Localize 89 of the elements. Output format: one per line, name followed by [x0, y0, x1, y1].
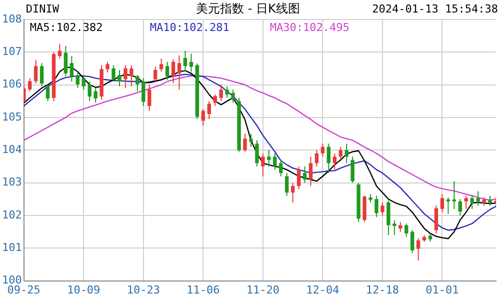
- candlestick: [488, 195, 492, 206]
- x-tick-label: 11-06: [186, 283, 220, 296]
- candlestick: [476, 190, 480, 206]
- candlestick: [219, 84, 223, 102]
- candlestick: [267, 150, 271, 167]
- candlestick: [350, 156, 354, 184]
- candlestick: [183, 50, 188, 72]
- candlestick: [464, 195, 468, 210]
- text: DINIW: [26, 2, 60, 16]
- candlestick: [46, 84, 50, 102]
- chart-title: 美元指数 - 日K线图: [196, 1, 300, 16]
- candlestick: [392, 220, 396, 236]
- candlestick: [159, 58, 164, 72]
- candlestick: [58, 43, 62, 60]
- candlestick: [261, 152, 265, 177]
- candlestick: [142, 78, 146, 106]
- candlestick: [201, 108, 206, 126]
- candlestick: [344, 143, 348, 164]
- candlestick: [213, 94, 217, 106]
- candlestick: [136, 74, 140, 92]
- candlestick: [314, 150, 319, 167]
- candlestick: [410, 230, 414, 254]
- candlestick: [70, 55, 74, 82]
- candlestick: [374, 195, 378, 218]
- candlestick: [452, 180, 456, 210]
- candlestick: [273, 152, 277, 170]
- candlestick: [440, 194, 444, 213]
- x-tick-label: 12-18: [366, 283, 400, 296]
- candlestick: [28, 78, 32, 92]
- text: 2024-01-13 15:54:38: [372, 2, 498, 16]
- candlestick: [284, 172, 289, 196]
- candlestick: [249, 133, 253, 148]
- candlestick: [231, 89, 235, 104]
- x-tick-label: 01-01: [426, 283, 459, 296]
- candlestick: [338, 146, 342, 160]
- candlestick: [130, 64, 134, 87]
- candlestick: [458, 198, 462, 216]
- candlestick: [362, 195, 366, 222]
- candlestick: [189, 53, 194, 72]
- text: MA10:102.281: [150, 20, 230, 34]
- text: MA5:102.382: [30, 20, 103, 34]
- x-tick-label: 10-23: [126, 283, 160, 296]
- candlestick: [386, 200, 390, 236]
- candlestick: [255, 140, 259, 167]
- candlestick: [308, 156, 313, 187]
- candlestick: [434, 205, 438, 234]
- candlestick: [177, 54, 182, 90]
- candlestick: [76, 71, 80, 89]
- y-tick-label: 105: [2, 110, 22, 124]
- candlestick: [207, 100, 211, 120]
- candlestick: [82, 74, 86, 90]
- candlestick: [106, 61, 110, 73]
- candlestick: [320, 143, 325, 158]
- candlestick: [34, 59, 38, 84]
- y-tick-label: 108: [2, 12, 22, 26]
- x-tick-label: 12-04: [306, 283, 340, 296]
- candlestick: [153, 66, 158, 82]
- candlestick: [290, 182, 295, 203]
- x-tick-label: 11-20: [246, 283, 280, 296]
- x-tick-label: 10-09: [67, 283, 100, 296]
- candlestick: [94, 88, 98, 104]
- candlestick: [446, 196, 450, 214]
- candlestick: [112, 64, 116, 82]
- y-tick-label: 106: [2, 78, 22, 91]
- candlestick: [225, 86, 229, 98]
- y-tick-label: 103: [2, 176, 22, 189]
- y-tick-label: 107: [2, 44, 22, 58]
- candlestick: [404, 223, 408, 238]
- candlestick: [88, 80, 92, 102]
- candlestick: [40, 62, 44, 87]
- candlestick: [326, 143, 331, 174]
- y-tick-label: 102: [2, 208, 22, 222]
- candlestick: [148, 84, 152, 112]
- candlestick: [302, 166, 307, 184]
- candlestick: [416, 238, 420, 262]
- y-tick-label: 104: [2, 142, 22, 156]
- candlestick: [243, 133, 247, 152]
- candlestick: [124, 64, 128, 89]
- candlestick: [118, 70, 122, 87]
- candlestick: [165, 61, 170, 80]
- candlestick: [171, 58, 176, 84]
- y-tick-label: 101: [2, 240, 22, 254]
- candlestick: [64, 45, 68, 77]
- candlestick: [470, 194, 474, 210]
- text: MA30:102.495: [270, 20, 350, 34]
- candlestick: [332, 152, 336, 170]
- candlestick: [296, 166, 301, 190]
- candlestick: [279, 159, 283, 177]
- candlestick: [380, 202, 384, 216]
